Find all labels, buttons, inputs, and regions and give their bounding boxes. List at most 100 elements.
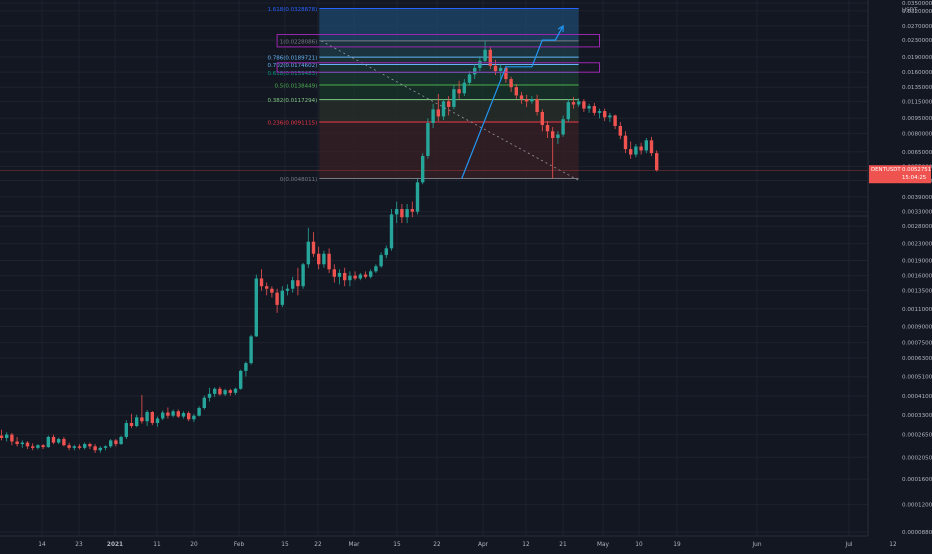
- price-axis-label: 0.0270000: [902, 24, 932, 30]
- candle-body: [421, 155, 425, 183]
- price-axis-label: 0.0002050: [902, 455, 932, 461]
- candle-body: [535, 99, 539, 112]
- time-axis-label: Apr: [478, 542, 489, 548]
- price-axis-label: 0.0005100: [902, 375, 932, 381]
- price-axis-label: 0.0135000: [902, 85, 932, 91]
- price-axis-label: 0.0033000: [902, 210, 932, 216]
- candle-body: [337, 272, 342, 277]
- time-axis-label: 23: [75, 542, 83, 548]
- candle-body: [436, 109, 440, 117]
- fib-label: 0.786(0.0189721): [268, 56, 318, 62]
- candle-body: [103, 446, 108, 448]
- resistance-box: [276, 34, 600, 48]
- price-axis-label: 0.0320000: [902, 9, 932, 15]
- candle-body: [395, 209, 399, 215]
- candle-body: [488, 49, 492, 66]
- candle-body: [618, 126, 622, 136]
- candle-body: [613, 115, 617, 127]
- candle-body: [296, 280, 300, 287]
- last-price-box: [869, 165, 931, 184]
- candle-body: [192, 415, 196, 420]
- candle-body: [202, 397, 206, 408]
- time-axis-label: 10: [635, 542, 643, 548]
- price-axis-label: 0.0160000: [902, 70, 932, 76]
- candle-body: [608, 115, 612, 118]
- candle-body: [327, 253, 331, 270]
- candle-body: [623, 135, 628, 150]
- candle-body: [0, 435, 4, 438]
- resistance-box: [276, 62, 600, 73]
- candle-body: [213, 388, 217, 394]
- candle-body: [161, 412, 165, 419]
- price-axis-label: 0.0001600: [902, 477, 932, 483]
- price-axis-label: 0.0019000: [902, 258, 932, 264]
- candle-body: [551, 131, 555, 138]
- candle-body: [415, 182, 420, 212]
- candle-body: [473, 67, 477, 75]
- price-axis-label: 0.0016000: [902, 274, 932, 280]
- candle-body: [493, 65, 498, 72]
- candle-body: [332, 269, 336, 277]
- fib-zone: [319, 72, 579, 85]
- candle-body: [441, 101, 446, 117]
- candle-body: [150, 412, 154, 424]
- candle-body: [447, 101, 451, 107]
- time-axis-label: 20: [190, 542, 198, 548]
- candle-body: [5, 434, 9, 438]
- candle-body: [400, 209, 404, 218]
- candle-body: [10, 434, 14, 442]
- candle-body: [145, 412, 149, 422]
- descending-trendline: [321, 40, 579, 181]
- fib-label: 0.236(0.0091115): [268, 120, 318, 126]
- candle-body: [244, 363, 248, 371]
- candle-body: [265, 286, 269, 289]
- candle-body: [467, 74, 472, 83]
- candle-body: [187, 413, 191, 420]
- candle-body: [322, 253, 326, 265]
- candle-body: [462, 82, 466, 94]
- candle-body: [478, 60, 482, 68]
- candle-body: [259, 278, 264, 287]
- candle-body: [291, 280, 295, 289]
- price-axis-label: 0.0028000: [902, 224, 932, 230]
- candle-body: [88, 444, 92, 447]
- candle-body: [410, 209, 414, 212]
- candle-body: [504, 67, 508, 80]
- price-axis-label: 0.0001200: [902, 503, 932, 509]
- candle-body: [285, 288, 290, 291]
- candle-body: [51, 436, 56, 443]
- time-axis-label: 21: [559, 542, 567, 548]
- price-axis-label: 0.0350000: [902, 1, 932, 7]
- candle-body: [218, 388, 222, 395]
- price-axis-label: 0.0002650: [902, 433, 932, 439]
- candle-body: [135, 417, 139, 426]
- candle-body: [514, 87, 518, 96]
- price-axis-panel: [868, 0, 932, 550]
- price-axis-label: 0.0115000: [902, 99, 932, 105]
- price-axis-label: 0.0023000: [902, 242, 932, 248]
- candle-body: [530, 99, 534, 102]
- time-axis-label: Jul: [845, 542, 853, 548]
- fib-label: 0(0.0048011): [280, 177, 318, 183]
- time-axis-label: 11: [153, 542, 161, 548]
- price-axis-label: 0.0230000: [902, 38, 932, 44]
- candle-body: [540, 111, 544, 126]
- price-axis-label: 0.0065000: [902, 150, 932, 156]
- fib-zone: [319, 121, 579, 179]
- last-price-value: 0.0052751: [902, 167, 931, 173]
- candle-body: [629, 149, 633, 155]
- candle-body: [587, 106, 591, 109]
- candle-body: [592, 106, 596, 113]
- time-axis-label: Feb: [234, 542, 245, 548]
- candle-body: [566, 102, 570, 120]
- time-axis-label: 15: [393, 542, 401, 548]
- projected-path-arrow: [557, 24, 564, 32]
- candle-body: [176, 411, 180, 417]
- candle-body: [634, 146, 638, 155]
- fib-label: 0.618(0.0159483): [268, 71, 318, 77]
- price-axis-label: 0.0006300: [902, 356, 932, 362]
- time-axis-label: 2021: [107, 542, 123, 548]
- candle-body: [655, 153, 659, 171]
- price-axis-label: 0.0004100: [902, 394, 932, 400]
